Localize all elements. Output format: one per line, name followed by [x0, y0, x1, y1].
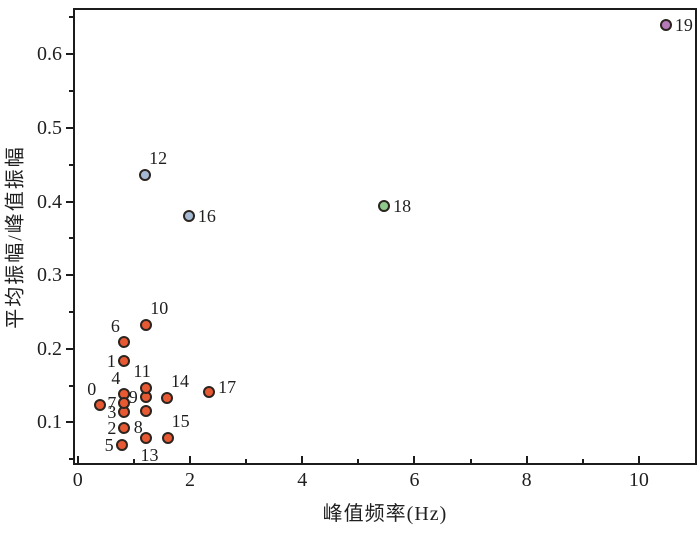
point-label-19: 19 — [674, 15, 693, 36]
data-point-marker-8 — [139, 405, 152, 418]
plot-area: 平均振幅/峰值振幅 峰值频率(Hz) 0.1 0.2 0.3 0.4 0.5 0.6 0 2 4… — [5, 8, 697, 525]
point-label-8: 8 — [133, 417, 143, 438]
x-tick-label: 4 — [297, 469, 308, 491]
data-point-marker-1 — [117, 354, 130, 367]
x-minor-tick-mark — [132, 459, 135, 463]
x-tick-label: 10 — [628, 469, 649, 491]
point-label-5: 5 — [104, 434, 114, 455]
point-label-14: 14 — [171, 371, 190, 392]
y-minor-tick-mark — [69, 384, 73, 387]
point-label-10: 10 — [150, 298, 169, 319]
data-point-marker-16 — [182, 209, 195, 222]
y-tick-mark — [66, 126, 73, 129]
data-point-marker-13 — [139, 431, 152, 444]
y-minor-tick-mark — [69, 237, 73, 240]
point-label-9: 9 — [128, 386, 138, 407]
x-minor-tick-mark — [245, 459, 248, 463]
y-minor-tick-mark — [69, 163, 73, 166]
point-label-11: 11 — [133, 360, 151, 381]
point-label-6: 6 — [110, 316, 120, 337]
data-point-marker-19 — [659, 19, 672, 32]
point-label-18: 18 — [393, 195, 412, 216]
x-minor-tick-mark — [357, 459, 360, 463]
y-minor-tick-mark — [69, 310, 73, 313]
y-tick-mark — [66, 347, 73, 350]
point-label-15: 15 — [171, 410, 190, 431]
point-label-2: 2 — [107, 418, 117, 439]
y-tick-mark — [66, 53, 73, 56]
x-tick-mark — [301, 456, 304, 463]
y-tick-label: 0.5 — [37, 116, 62, 139]
y-tick-label: 0.3 — [37, 264, 62, 287]
x-tick-mark — [76, 456, 79, 463]
x-tick-mark — [413, 456, 416, 463]
x-minor-tick-mark — [469, 459, 472, 463]
x-axis-label: 峰值频率(Hz) — [322, 503, 448, 525]
data-point-marker-0 — [94, 398, 107, 411]
data-point-marker-14 — [161, 392, 174, 405]
point-label-16: 16 — [197, 205, 216, 226]
y-tick-mark — [66, 200, 73, 203]
y-axis-label: 平均振幅/峰值振幅 — [4, 144, 27, 329]
data-point-marker-17 — [203, 385, 216, 398]
y-minor-tick-mark — [69, 90, 73, 93]
data-point-marker-11 — [139, 381, 152, 394]
point-label-13: 13 — [140, 444, 159, 465]
data-point-marker-10 — [140, 319, 153, 332]
data-point-marker-15 — [161, 431, 174, 444]
y-tick-mark — [66, 421, 73, 424]
point-label-0: 0 — [87, 378, 97, 399]
y-tick-label: 0.4 — [37, 190, 62, 213]
x-minor-tick-mark — [581, 459, 584, 463]
y-minor-tick-mark — [69, 16, 73, 19]
y-tick-label: 0.1 — [37, 411, 62, 434]
point-label-3: 3 — [107, 402, 117, 423]
data-point-marker-5 — [115, 438, 128, 451]
point-label-4: 4 — [111, 368, 121, 389]
point-label-12: 12 — [149, 147, 168, 168]
plot-inner: 平均振幅/峰值振幅 峰值频率(Hz) 0.1 0.2 0.3 0.4 0.5 0.6 0 2 4… — [5, 10, 695, 525]
y-minor-tick-mark — [69, 458, 73, 461]
x-tick-mark — [189, 456, 192, 463]
y-tick-label: 0.2 — [37, 337, 62, 360]
data-point-marker-18 — [378, 199, 391, 212]
data-point-marker-2 — [118, 422, 131, 435]
point-label-7: 7 — [107, 393, 117, 414]
x-tick-label: 8 — [521, 469, 532, 491]
x-tick-label: 2 — [185, 469, 196, 491]
x-tick-mark — [637, 456, 640, 463]
data-point-marker-12 — [139, 168, 152, 181]
y-tick-mark — [66, 274, 73, 277]
data-point-marker-6 — [117, 336, 130, 349]
point-label-1: 1 — [106, 350, 116, 371]
y-tick-label: 0.6 — [37, 43, 62, 66]
data-point-marker-7 — [118, 397, 131, 410]
x-tick-label: 6 — [409, 469, 420, 491]
point-label-17: 17 — [218, 376, 237, 397]
x-tick-mark — [525, 456, 528, 463]
x-tick-label: 0 — [72, 469, 83, 491]
